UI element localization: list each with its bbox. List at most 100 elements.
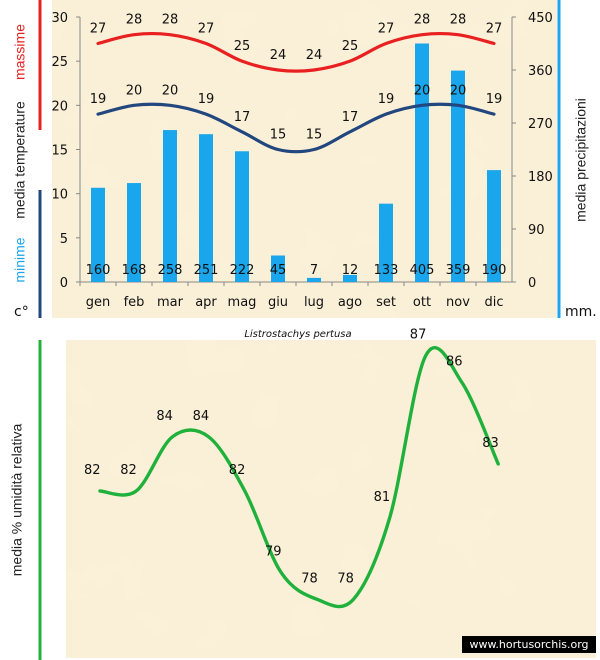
precip-label-gen: 160 xyxy=(86,263,111,278)
humidity-label-ott: 87 xyxy=(410,328,427,343)
month-label-nov: nov xyxy=(446,295,470,310)
minime-label-giu: 15 xyxy=(270,128,287,143)
precip-label-ago: 12 xyxy=(342,263,359,278)
precip-label-nov: 359 xyxy=(446,263,471,278)
minime-label-lug: 15 xyxy=(306,128,323,143)
month-label-set: set xyxy=(376,295,396,310)
chart-title: Listrostachys pertusa xyxy=(244,329,351,340)
humidity-line xyxy=(98,346,500,609)
right-unit-label: mm. xyxy=(565,304,597,320)
month-label-dic: dic xyxy=(484,295,503,310)
massime-label-set: 27 xyxy=(378,22,395,37)
axis-label-temperature: media temperature xyxy=(12,101,28,219)
humidity-axis-label: media % umidità relativa xyxy=(9,424,25,577)
minime-label-ott: 20 xyxy=(414,83,431,98)
right-tick-0: 0 xyxy=(528,276,536,291)
massime-label-feb: 28 xyxy=(126,13,143,28)
precip-bar-gen xyxy=(91,187,105,282)
minime-label-nov: 20 xyxy=(450,83,467,98)
precip-label-dic: 190 xyxy=(482,263,507,278)
humidity-label-mag: 82 xyxy=(229,463,246,478)
month-label-mag: mag xyxy=(228,295,257,310)
axis-label-massime: massime xyxy=(12,24,28,80)
minime-label-dic: 19 xyxy=(486,92,503,107)
precip-bar-giu xyxy=(271,255,285,282)
minime-label-gen: 19 xyxy=(90,92,107,107)
precip-bar-mag xyxy=(235,151,249,282)
precip-label-mar: 258 xyxy=(158,263,183,278)
left-tick-10: 10 xyxy=(51,188,68,203)
precip-label-feb: 168 xyxy=(122,263,147,278)
massime-label-mar: 28 xyxy=(162,13,179,28)
month-label-apr: apr xyxy=(195,295,217,310)
humidity-label-gen: 82 xyxy=(84,463,101,478)
right-tick-450: 450 xyxy=(528,11,553,26)
left-tick-15: 15 xyxy=(51,144,68,159)
massime-label-apr: 27 xyxy=(198,22,215,37)
bottom-chart-background xyxy=(66,340,596,658)
precip-bar-dic xyxy=(487,170,501,282)
minime-label-ago: 17 xyxy=(342,110,359,125)
humidity-label-dic: 83 xyxy=(482,436,499,451)
right-tick-360: 360 xyxy=(528,64,553,79)
month-label-giu: giu xyxy=(268,295,288,310)
left-tick-5: 5 xyxy=(60,232,68,247)
humidity-label-nov: 86 xyxy=(446,355,463,370)
precip-bar-feb xyxy=(127,183,141,282)
massime-label-giu: 24 xyxy=(270,48,287,63)
precip-label-mag: 222 xyxy=(230,263,255,278)
watermark-background xyxy=(462,636,596,653)
humidity-label-lug: 78 xyxy=(301,571,318,586)
precip-bar-mar xyxy=(163,130,177,282)
humidity-label-mar: 84 xyxy=(156,409,173,424)
humidity-label-feb: 82 xyxy=(120,463,137,478)
month-label-ago: ago xyxy=(338,295,362,310)
precip-bar-apr xyxy=(199,134,213,282)
precip-bar-set xyxy=(379,203,393,282)
massime-label-ago: 25 xyxy=(342,39,359,54)
humidity-label-giu: 79 xyxy=(265,544,282,559)
humidity-label-ago: 78 xyxy=(337,571,354,586)
right-tick-270: 270 xyxy=(528,117,553,132)
minime-label-feb: 20 xyxy=(126,83,143,98)
massime-label-mag: 25 xyxy=(234,39,251,54)
minime-label-apr: 19 xyxy=(198,92,215,107)
right-tick-90: 90 xyxy=(528,223,545,238)
humidity-label-apr: 84 xyxy=(193,409,210,424)
axis-label-minime: minime xyxy=(12,237,28,282)
month-label-lug: lug xyxy=(304,295,324,310)
massime-label-lug: 24 xyxy=(306,48,323,63)
precip-label-set: 133 xyxy=(374,263,399,278)
precip-bar-ott xyxy=(415,43,429,282)
precip-bar-nov xyxy=(451,70,465,282)
humidity-label-set: 81 xyxy=(374,490,391,505)
precip-label-apr: 251 xyxy=(194,263,219,278)
month-label-feb: feb xyxy=(124,295,145,310)
month-label-ott: ott xyxy=(413,295,431,310)
massime-line xyxy=(96,31,496,73)
precip-label-ott: 405 xyxy=(410,263,435,278)
massime-label-ott: 28 xyxy=(414,13,431,28)
left-tick-20: 20 xyxy=(51,99,68,114)
precip-bar-lug xyxy=(307,277,321,282)
minime-label-set: 19 xyxy=(378,92,395,107)
massime-label-dic: 27 xyxy=(486,22,503,37)
massime-label-nov: 28 xyxy=(450,13,467,28)
right-tick-180: 180 xyxy=(528,170,553,185)
minime-label-mar: 20 xyxy=(162,83,179,98)
minime-label-mag: 17 xyxy=(234,110,251,125)
right-axis-label: media precipitazioni xyxy=(573,98,589,222)
left-tick-30: 30 xyxy=(51,11,68,26)
left-tick-0: 0 xyxy=(60,276,68,291)
month-label-gen: gen xyxy=(86,295,111,310)
left-tick-25: 25 xyxy=(51,55,68,70)
left-unit-label: c° xyxy=(14,304,29,320)
month-label-mar: mar xyxy=(157,295,184,310)
precip-bar-ago xyxy=(343,274,357,282)
watermark: www.hortusorchis.org xyxy=(469,638,588,651)
minime-line xyxy=(96,102,496,154)
precip-label-giu: 45 xyxy=(270,263,287,278)
massime-label-gen: 27 xyxy=(90,22,107,37)
precip-label-lug: 7 xyxy=(310,263,318,278)
